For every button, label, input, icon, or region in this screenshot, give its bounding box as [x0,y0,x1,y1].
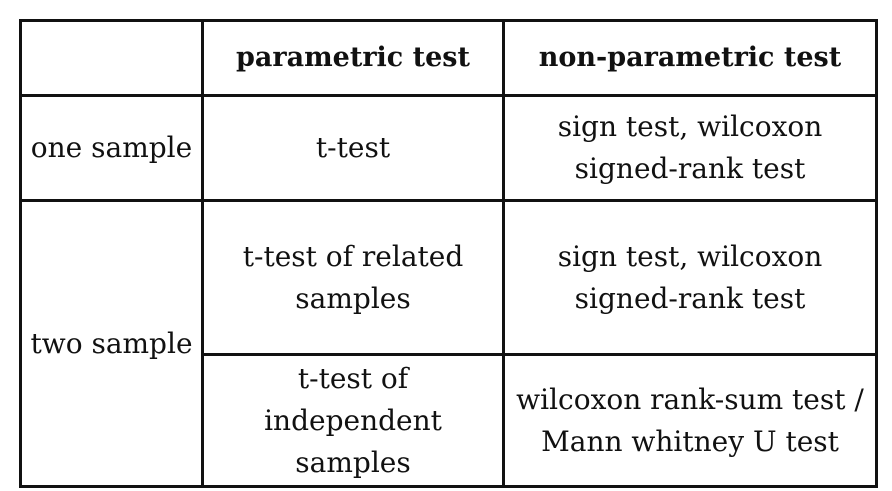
cell-text-line: t-test of related [242,239,464,273]
table-row-two-sample-related: two sample t-test of related samples sig… [19,199,878,488]
corner-cell [19,19,204,97]
cell-text-line: t-test [315,131,391,164]
cell-one-sample-nonparametric: sign test, wilcoxon signed-rank test [502,94,878,202]
header-parametric: parametric test [201,19,505,97]
cell-text-line: t-test of [297,361,409,395]
cell-text-line: sign test, wilcoxon [557,239,823,273]
statistical-tests-table: parametric test non-parametric test one … [19,19,878,488]
cell-text-line: wilcoxon rank-sum test / [516,382,864,416]
header-row: parametric test non-parametric test [19,19,878,97]
row-label-one-sample: one sample [19,94,204,202]
cell-related-nonparametric: sign test, wilcoxon signed-rank test [502,199,878,356]
cell-text-line: signed-rank test [574,152,806,185]
cell-related-parametric: t-test of related samples [201,199,505,356]
cell-one-sample-parametric: t-test [201,94,505,202]
header-nonparametric: non-parametric test [502,19,878,97]
cell-text-line: signed-rank test [574,281,806,315]
table-row-two-sample-independent: t-test of independent samples wilcoxon r… [21,353,878,488]
cell-text-line: Mann whitney U test [541,424,839,458]
cell-text-line: independent [264,403,442,437]
cell-independent-parametric: t-test of independent samples [201,353,505,488]
cell-text-line: samples [295,281,411,315]
cell-text-line: sign test, wilcoxon [557,110,823,143]
cell-text-line: samples [295,445,411,479]
row-label-two-sample: two sample [19,199,204,488]
cell-independent-nonparametric: wilcoxon rank-sum test / Mann whitney U … [502,353,878,488]
table-row-one-sample: one sample t-test sign test, wilcoxon si… [19,94,878,202]
